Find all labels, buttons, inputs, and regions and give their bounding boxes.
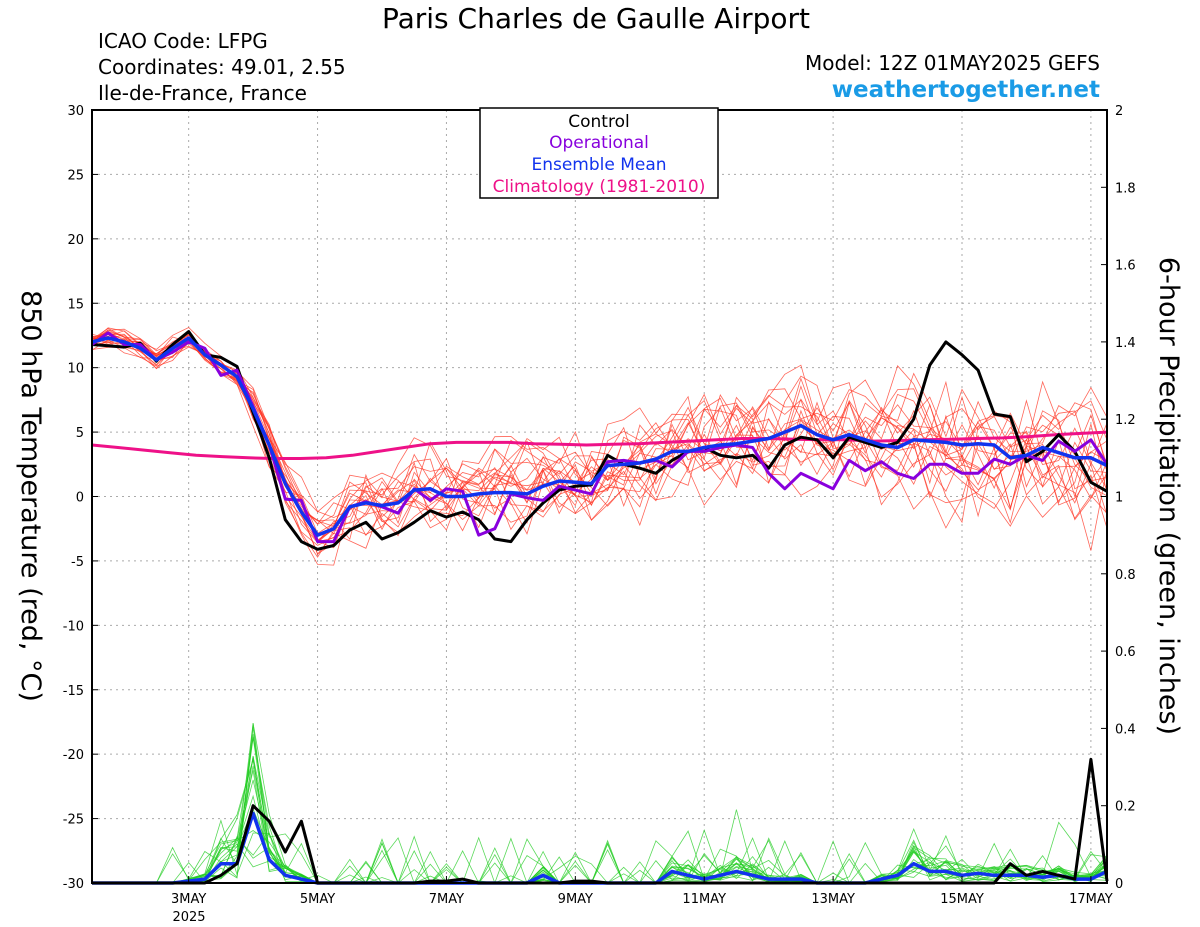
left-tick-label: 25 (67, 168, 84, 183)
temp-member-line (91, 335, 1108, 535)
icao-code: ICAO Code: LFPG (98, 29, 268, 53)
temp-member-line (91, 338, 1108, 537)
left-tick-label: 10 (67, 362, 84, 377)
temp-member-line (91, 330, 1108, 534)
right-tick-label: 1 (1115, 491, 1123, 506)
right-tick-label: 1.4 (1115, 336, 1136, 351)
legend: Control Operational Ensemble Mean Climat… (479, 107, 719, 199)
legend-control: Control (568, 112, 629, 132)
left-tick-label: -15 (63, 684, 84, 699)
right-axis-ticks: 2 1.8 1.6 1.4 1.2 1 0.8 0.6 0.4 0.2 0 (1101, 104, 1136, 892)
ensemble-member-lines (91, 327, 1108, 885)
left-tick-label: 0 (76, 491, 84, 506)
region: Ile-de-France, France (98, 81, 307, 105)
x-tick-label: 5MAY (300, 892, 335, 907)
left-tick-label: -20 (63, 748, 84, 763)
left-tick-label: -25 (63, 813, 84, 828)
temp-member-line (91, 333, 1108, 531)
temp-member-line (91, 327, 1108, 544)
x-tick-label: 11MAY (682, 892, 726, 907)
right-tick-label: 0.6 (1115, 645, 1136, 660)
temp-member-line (91, 328, 1108, 531)
x-tick-label: 7MAY (429, 892, 464, 907)
precip-member-line (92, 727, 1108, 884)
precip-member-line (92, 758, 1108, 884)
series-lines (91, 330, 1109, 885)
x-tick-label: 13MAY (811, 892, 855, 907)
year-label: 2025 (172, 910, 205, 925)
x-tick-label: 17MAY (1069, 892, 1113, 907)
temp-member-line (91, 334, 1108, 549)
control-line (91, 330, 1108, 551)
legend-ensemble-mean: Ensemble Mean (531, 155, 666, 175)
left-tick-label: 20 (67, 233, 84, 248)
temp-member-line (91, 333, 1108, 541)
left-axis-ticks: 30 25 20 15 10 5 0 -5 -10 -15 -20 -25 -30 (63, 104, 98, 892)
x-tick-label: 15MAY (940, 892, 984, 907)
temp-member-line (91, 337, 1108, 546)
temp-member-line (91, 327, 1108, 525)
coordinates: Coordinates: 49.01, 2.55 (98, 55, 346, 79)
left-tick-label: 30 (67, 104, 84, 119)
chart-title: Paris Charles de Gaulle Airport (382, 2, 810, 35)
right-tick-label: 0 (1115, 877, 1123, 892)
right-tick-label: 0.4 (1115, 722, 1136, 737)
left-tick-label: -5 (71, 555, 84, 570)
model-run: Model: 12Z 01MAY2025 GEFS (805, 51, 1100, 75)
left-tick-label: -10 (63, 619, 84, 634)
y-axis-right-label: 6-hour Precipitation (green, inches) (1153, 257, 1184, 735)
y-axis-left-label: 850 hPa Temperature (red, °C) (15, 290, 46, 702)
x-tick-label: 3MAY (171, 892, 206, 907)
right-tick-label: 1.6 (1115, 259, 1136, 274)
right-tick-label: 0.2 (1115, 800, 1136, 815)
ensemble-mean-line (91, 336, 1108, 537)
climatology-line (91, 430, 1108, 460)
right-tick-label: 0.8 (1115, 568, 1136, 583)
legend-climatology: Climatology (1981-2010) (493, 177, 706, 197)
left-tick-label: 15 (67, 297, 84, 312)
temp-member-line (91, 330, 1108, 534)
left-tick-label: 5 (76, 426, 84, 441)
x-axis-ticks: 3MAY 5MAY 7MAY 9MAY 11MAY 13MAY 15MAY 17MAY (171, 876, 1113, 907)
legend-box (479, 107, 719, 199)
left-tick-label: -30 (63, 877, 84, 892)
right-tick-label: 2 (1115, 104, 1123, 119)
legend-operational: Operational (549, 133, 649, 153)
right-tick-label: 1.8 (1115, 181, 1136, 196)
site-link[interactable]: weathertogether.net (832, 77, 1100, 103)
x-tick-label: 9MAY (558, 892, 593, 907)
right-tick-label: 1.2 (1115, 413, 1136, 428)
